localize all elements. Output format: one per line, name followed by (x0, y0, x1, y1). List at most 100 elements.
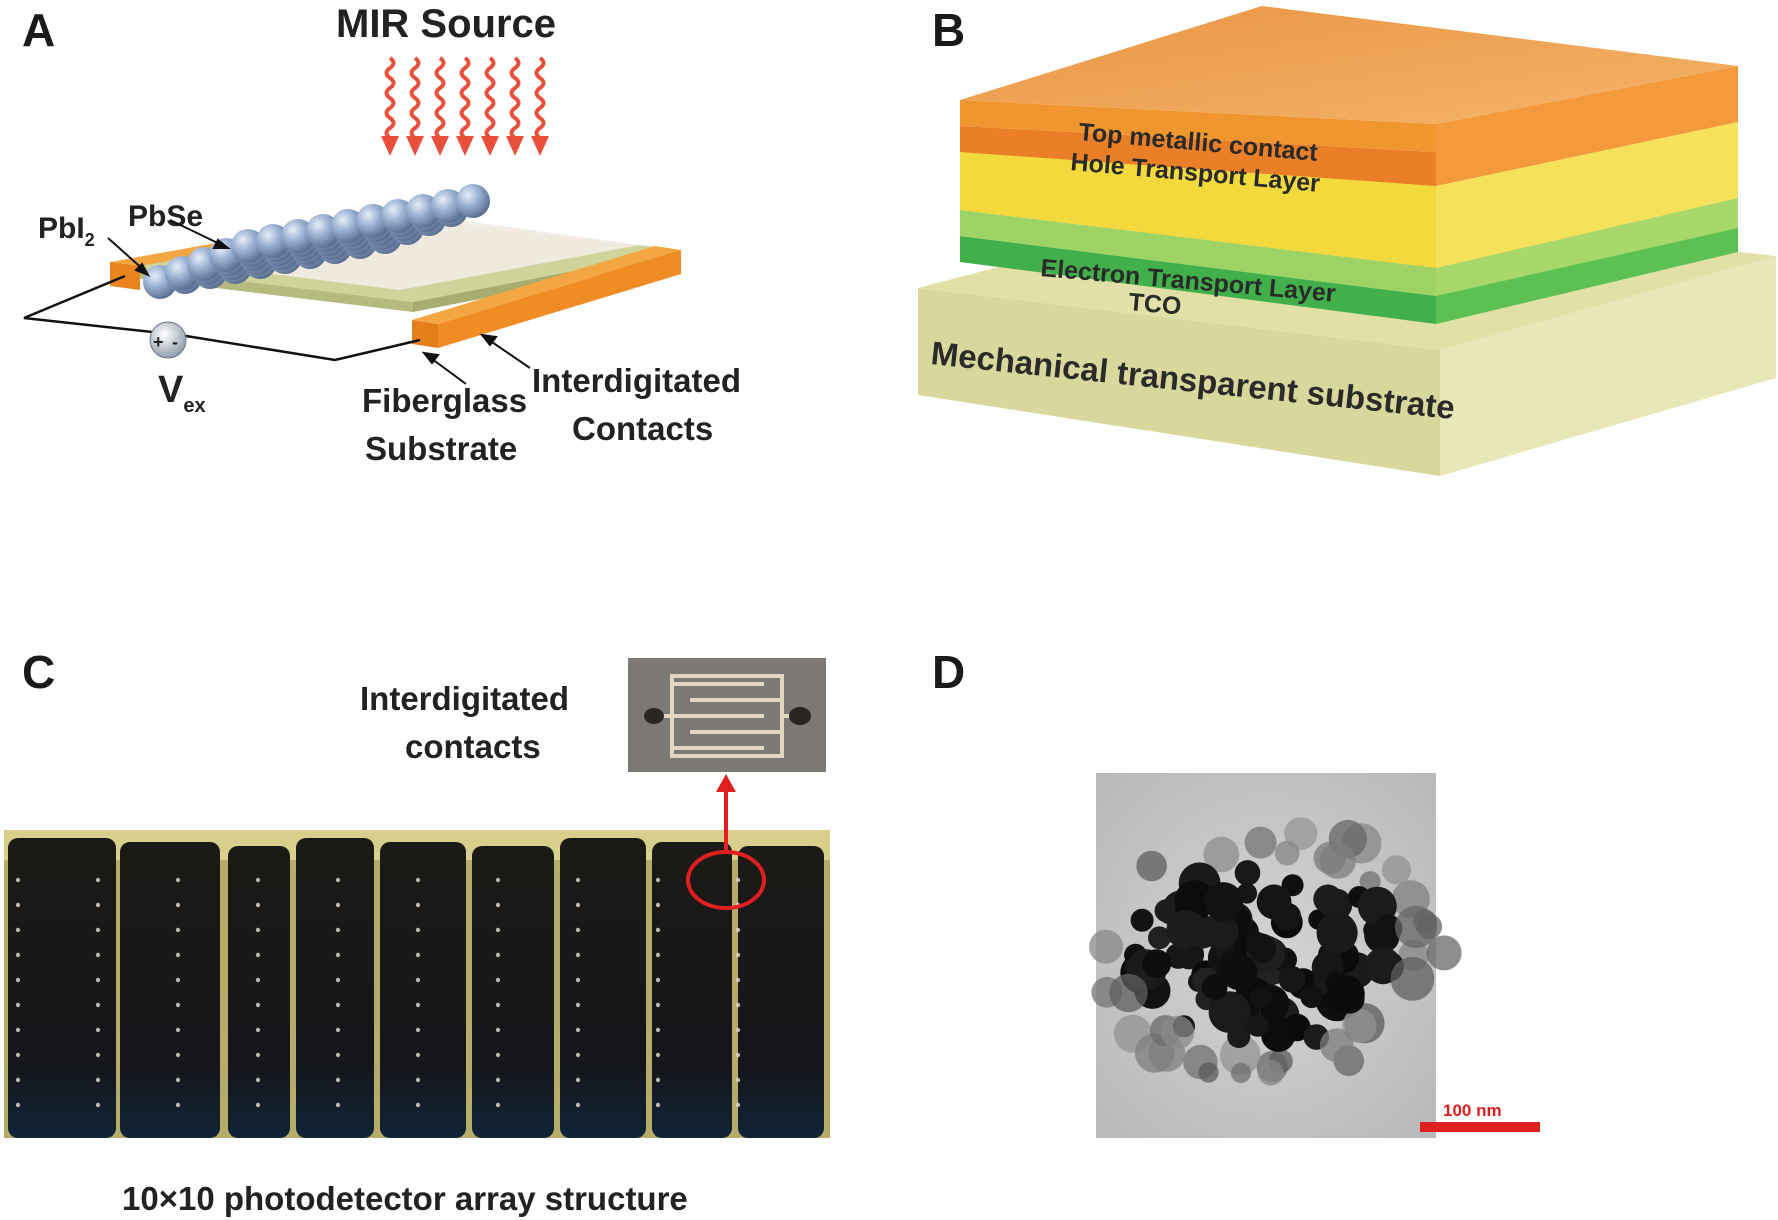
top-face (960, 6, 1738, 124)
array-dot (415, 1102, 421, 1108)
array-dot (255, 1002, 261, 1008)
tem-particle (1089, 929, 1123, 964)
mir-arrowhead-1 (406, 136, 424, 156)
array-dot (575, 877, 581, 883)
array-dot (495, 1002, 501, 1008)
tem-particle (1248, 935, 1276, 964)
array-dot (175, 977, 181, 983)
tem-particle (1142, 949, 1172, 979)
array-dot (175, 1077, 181, 1083)
tem-particle (1319, 842, 1357, 879)
array-dot (575, 1052, 581, 1058)
tem-particle (1316, 912, 1358, 954)
tem-particle (1261, 1017, 1296, 1052)
layer-label-tco: TCO (1127, 288, 1182, 320)
tem-particle (1136, 850, 1167, 882)
array-dot (415, 877, 421, 883)
array-dot (255, 1052, 261, 1058)
pbse-label: PbSe (128, 200, 203, 233)
array-dot (575, 1027, 581, 1033)
array-dot (495, 927, 501, 933)
voltage-source-icon (149, 321, 187, 359)
mir-arrowhead-3 (456, 136, 474, 156)
array-dot (655, 877, 661, 883)
array-column (120, 842, 220, 1138)
array-dot (175, 1102, 181, 1108)
array-dot (575, 927, 581, 933)
array-photo (4, 830, 830, 1138)
array-dot (255, 1077, 261, 1083)
array-dot (255, 1102, 261, 1108)
tem-particle (1284, 817, 1318, 850)
array-column (652, 842, 732, 1138)
panel-letter-b: B (932, 4, 965, 56)
mir-arrowhead-2 (431, 136, 449, 156)
array-dot (655, 1052, 661, 1058)
array-dot (655, 952, 661, 958)
array-dot (655, 977, 661, 983)
array-dot (15, 952, 21, 958)
array-dot (335, 902, 341, 908)
array-dot (735, 1002, 741, 1008)
tem-particle (1326, 975, 1365, 1014)
array-dot (495, 1052, 501, 1058)
pbse-sphere (456, 184, 490, 218)
substrate-side (1440, 256, 1776, 476)
array-dot (575, 952, 581, 958)
green-side-light (1436, 198, 1738, 296)
array-dot (575, 902, 581, 908)
array-dot (175, 1027, 181, 1033)
array-column (8, 838, 116, 1138)
array-dot (15, 902, 21, 908)
pbse-nanocrystals (143, 184, 490, 299)
tem-particle (1219, 1034, 1261, 1076)
array-dot (335, 1102, 341, 1108)
panel-b: B Top metallic contact Hole Transport La… (918, 4, 1776, 476)
tem-image: 100 nm (1089, 773, 1540, 1138)
tem-particle (1257, 1059, 1284, 1086)
mir-arrowhead-4 (481, 136, 499, 156)
array-column (472, 846, 554, 1138)
array-dot (415, 1027, 421, 1033)
tem-particle (1202, 913, 1239, 950)
array-dot (255, 952, 261, 958)
scale-bar-label: 100 nm (1443, 1101, 1502, 1120)
tem-particle (1426, 935, 1462, 971)
fiberglass-label-2: Substrate (365, 430, 517, 467)
array-dot (15, 1077, 21, 1083)
array-dot (95, 1077, 101, 1083)
array-dot (15, 977, 21, 983)
array-dot (575, 977, 581, 983)
array-dot (735, 1027, 741, 1033)
mir-wave-4 (484, 56, 496, 140)
mir-wave-0 (384, 56, 396, 140)
array-dot (95, 1027, 101, 1033)
array-dot (495, 1027, 501, 1033)
tem-particle (1342, 1008, 1377, 1043)
array-dot (95, 1002, 101, 1008)
array-dot (655, 1002, 661, 1008)
array-dot (335, 877, 341, 883)
interdigitated-label-2: Contacts (572, 410, 713, 447)
mir-wave-2 (434, 56, 446, 140)
array-dot (175, 1002, 181, 1008)
array-dot (495, 977, 501, 983)
array-dot (335, 1052, 341, 1058)
array-dot (735, 977, 741, 983)
tem-particle (1246, 1014, 1269, 1037)
array-dot (415, 902, 421, 908)
panel-d: D 100 nm (932, 646, 1540, 1138)
mir-wave-6 (534, 56, 546, 140)
absorber-side (1436, 122, 1738, 268)
tem-particle (1148, 926, 1171, 950)
mir-arrowhead-6 (531, 136, 549, 156)
array-dot (415, 1052, 421, 1058)
array-dot (735, 952, 741, 958)
array-dot (495, 1102, 501, 1108)
pointer-arrows (107, 219, 531, 385)
vex-label: Vex (158, 369, 206, 417)
tem-particle (1274, 840, 1300, 866)
array-column (296, 838, 374, 1138)
array-dot (255, 977, 261, 983)
array-dot (175, 927, 181, 933)
